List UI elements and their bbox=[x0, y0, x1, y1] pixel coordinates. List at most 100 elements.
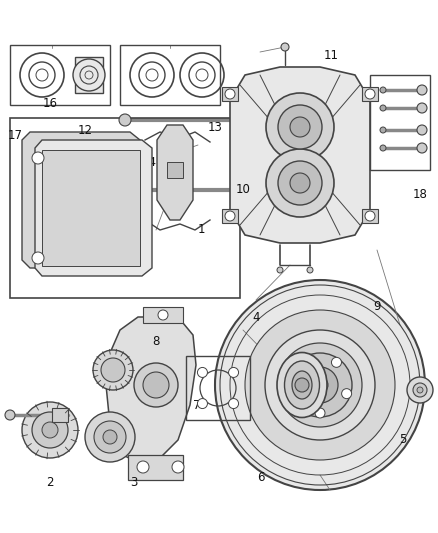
Circle shape bbox=[119, 114, 131, 126]
Bar bbox=[75, 57, 103, 93]
Circle shape bbox=[158, 310, 168, 320]
Circle shape bbox=[22, 402, 78, 458]
Polygon shape bbox=[35, 140, 152, 276]
Text: 14: 14 bbox=[141, 156, 156, 169]
Circle shape bbox=[172, 461, 184, 473]
Text: 13: 13 bbox=[207, 122, 222, 134]
Polygon shape bbox=[157, 125, 193, 220]
Text: 16: 16 bbox=[43, 98, 58, 110]
Circle shape bbox=[225, 89, 235, 99]
Bar bbox=[10, 45, 110, 105]
Circle shape bbox=[380, 87, 386, 93]
Circle shape bbox=[103, 430, 117, 444]
Text: 7: 7 bbox=[193, 399, 201, 411]
Bar bbox=[42, 150, 140, 266]
Circle shape bbox=[312, 377, 328, 393]
Bar bbox=[128, 455, 183, 480]
Text: 15: 15 bbox=[87, 169, 102, 182]
Bar bbox=[10, 118, 240, 298]
Circle shape bbox=[85, 412, 135, 462]
Bar bbox=[167, 162, 183, 178]
Circle shape bbox=[315, 408, 325, 418]
Text: 3: 3 bbox=[130, 476, 137, 489]
Text: 18: 18 bbox=[413, 188, 428, 201]
Text: 10: 10 bbox=[236, 183, 251, 196]
Text: 4: 4 bbox=[252, 311, 260, 324]
Circle shape bbox=[278, 105, 322, 149]
Circle shape bbox=[134, 363, 178, 407]
Polygon shape bbox=[230, 67, 370, 243]
Circle shape bbox=[302, 367, 338, 403]
Circle shape bbox=[380, 127, 386, 133]
Circle shape bbox=[42, 422, 58, 438]
Bar bbox=[362, 209, 378, 223]
Circle shape bbox=[245, 310, 395, 460]
Circle shape bbox=[266, 149, 334, 217]
Circle shape bbox=[342, 389, 352, 399]
Circle shape bbox=[137, 461, 149, 473]
Circle shape bbox=[380, 145, 386, 151]
Bar bbox=[52, 408, 68, 422]
Bar bbox=[143, 307, 183, 323]
Circle shape bbox=[215, 280, 425, 490]
Text: 6: 6 bbox=[257, 471, 265, 483]
Circle shape bbox=[32, 252, 44, 264]
Circle shape bbox=[417, 85, 427, 95]
Circle shape bbox=[295, 378, 309, 392]
Circle shape bbox=[198, 399, 208, 409]
Circle shape bbox=[299, 357, 308, 367]
Text: 1: 1 bbox=[198, 223, 205, 236]
Circle shape bbox=[417, 103, 427, 113]
Polygon shape bbox=[106, 317, 196, 465]
Circle shape bbox=[32, 412, 68, 448]
Circle shape bbox=[290, 173, 310, 193]
Circle shape bbox=[278, 161, 322, 205]
Bar bbox=[362, 87, 378, 101]
Text: 2: 2 bbox=[46, 476, 54, 489]
Circle shape bbox=[288, 353, 352, 417]
Text: 9: 9 bbox=[373, 300, 381, 313]
Polygon shape bbox=[22, 132, 140, 268]
Text: 5: 5 bbox=[399, 433, 406, 446]
Bar bbox=[222, 87, 238, 101]
Bar bbox=[370, 75, 430, 170]
Circle shape bbox=[225, 211, 235, 221]
Bar bbox=[186, 356, 250, 420]
Circle shape bbox=[198, 367, 208, 377]
Bar bbox=[120, 45, 220, 105]
Circle shape bbox=[93, 350, 133, 390]
Circle shape bbox=[266, 93, 334, 161]
Text: 17: 17 bbox=[8, 130, 23, 142]
Ellipse shape bbox=[277, 352, 327, 417]
Circle shape bbox=[365, 211, 375, 221]
Circle shape bbox=[332, 357, 342, 367]
Circle shape bbox=[288, 389, 298, 399]
Circle shape bbox=[101, 358, 125, 382]
Text: 8: 8 bbox=[152, 335, 159, 348]
Circle shape bbox=[73, 59, 105, 91]
Circle shape bbox=[278, 343, 362, 427]
Circle shape bbox=[290, 117, 310, 137]
Circle shape bbox=[413, 383, 427, 397]
Text: 12: 12 bbox=[78, 124, 93, 137]
Circle shape bbox=[277, 267, 283, 273]
Circle shape bbox=[5, 410, 15, 420]
Circle shape bbox=[32, 152, 44, 164]
Circle shape bbox=[417, 387, 423, 393]
Circle shape bbox=[229, 367, 239, 377]
Circle shape bbox=[307, 267, 313, 273]
Bar bbox=[222, 209, 238, 223]
Circle shape bbox=[265, 330, 375, 440]
Circle shape bbox=[281, 43, 289, 51]
Circle shape bbox=[407, 377, 433, 403]
Circle shape bbox=[229, 399, 239, 409]
Ellipse shape bbox=[292, 371, 312, 399]
Circle shape bbox=[119, 184, 131, 196]
Circle shape bbox=[365, 89, 375, 99]
Circle shape bbox=[417, 143, 427, 153]
Circle shape bbox=[380, 105, 386, 111]
Circle shape bbox=[417, 125, 427, 135]
Circle shape bbox=[94, 421, 126, 453]
Text: 11: 11 bbox=[323, 50, 338, 62]
Ellipse shape bbox=[285, 361, 319, 409]
